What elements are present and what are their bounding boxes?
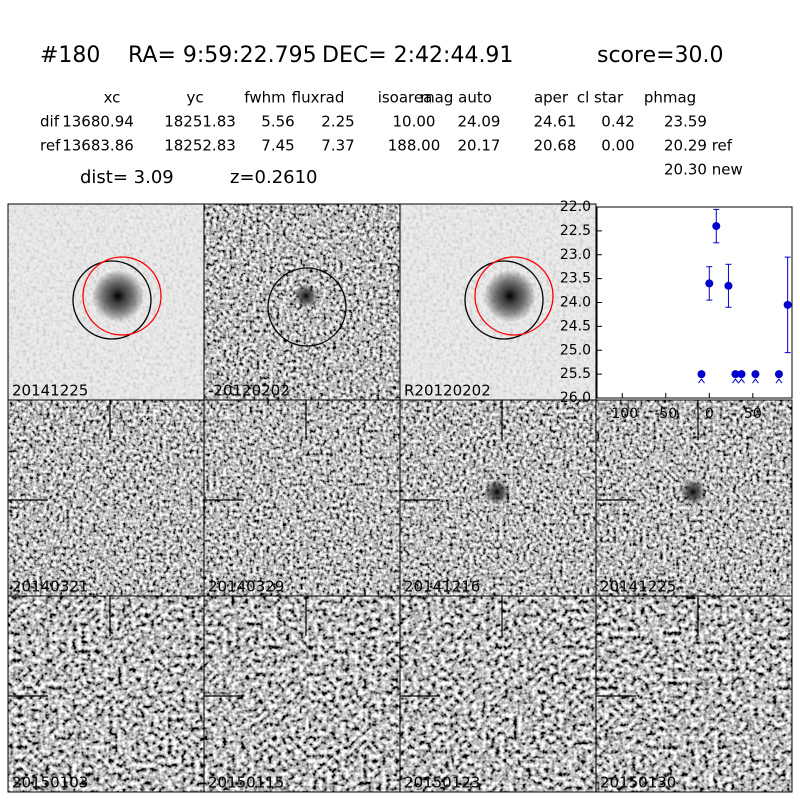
stamp-label: 20140321 — [12, 578, 88, 596]
stamp-frame — [595, 595, 793, 793]
aperture — [72, 260, 152, 340]
aperture — [464, 260, 544, 340]
x-tick-label: -50 — [654, 406, 677, 422]
col-header: cl star — [577, 89, 624, 107]
table-cell: 10.00 — [393, 113, 436, 131]
table-cell: 2.25 — [321, 113, 354, 131]
table-cell: 18252.83 — [164, 137, 236, 155]
y-tick-label: 24.5 — [560, 318, 591, 334]
plot-area — [596, 206, 793, 399]
point — [737, 370, 746, 379]
table-cell: 0.42 — [601, 113, 634, 131]
stamp-noise — [204, 400, 400, 596]
stamp-label: 20150115 — [208, 774, 284, 792]
y-tick-label: 24.0 — [560, 295, 591, 311]
limit-marker — [732, 378, 739, 384]
table-cell: 24.09 — [458, 113, 501, 131]
stamp-noise — [400, 596, 596, 792]
stamp-label: -20120202 — [208, 382, 290, 400]
col-header: aper — [534, 89, 569, 107]
col-header: fluxrad — [292, 89, 345, 107]
stamp-label: 20150130 — [600, 774, 676, 792]
table-cell: 188.00 — [388, 137, 441, 155]
y-tick-label: 22.0 — [560, 199, 591, 215]
y-tick-label: 22.5 — [560, 223, 591, 239]
point — [783, 300, 792, 309]
col-header: isoarea — [378, 89, 433, 107]
table-cell: 13683.86 — [62, 137, 134, 155]
dist: dist= 3.09 — [80, 167, 174, 188]
limit-marker — [775, 378, 783, 384]
table-cell: 0.00 — [601, 137, 634, 155]
redshift: z=0.2610 — [230, 167, 318, 188]
source-blob — [484, 479, 510, 505]
limit-marker — [698, 378, 705, 384]
col-header: yc — [186, 89, 203, 107]
y-tick-label: 25.5 — [560, 366, 591, 382]
source-blob — [484, 270, 536, 322]
point — [731, 370, 740, 379]
point — [705, 279, 714, 288]
col-header: mag auto — [420, 89, 492, 107]
table-cell: 7.37 — [321, 137, 354, 155]
table-cell: 13680.94 — [62, 113, 134, 131]
table-cell: 24.61 — [534, 113, 577, 131]
stamp-label: 20141225 — [12, 382, 88, 400]
table-cell: 20.68 — [534, 137, 577, 155]
col-header: fwhm — [244, 89, 285, 107]
table-cell: 20.17 — [458, 137, 501, 155]
source-blob — [680, 479, 706, 505]
panels: 20141225 -20120202 R20120202 20140321 201403… — [7, 203, 793, 793]
x-tick-label: 0 — [705, 406, 714, 422]
x-tick-label: -100 — [606, 406, 638, 422]
phmag-new: 20.30 new — [664, 161, 743, 179]
stamp-noise — [8, 596, 204, 792]
table-cell: 5.56 — [261, 113, 294, 131]
table-cell: 18251.83 — [164, 113, 236, 131]
stamp-noise — [596, 596, 792, 792]
y-tick-label: 23.5 — [560, 271, 591, 287]
table-cell: ref — [40, 137, 61, 155]
point — [697, 370, 706, 379]
col-header: xc — [104, 89, 121, 107]
stamp-label: R20120202 — [404, 382, 491, 400]
table-cell: 20.29 ref — [664, 137, 733, 155]
stamp-noise — [8, 400, 204, 596]
point — [774, 370, 783, 379]
source-blob — [294, 284, 318, 308]
y-tick-label: 25.0 — [560, 342, 591, 358]
dec: DEC= 2:42:44.91 — [322, 43, 513, 68]
ra: RA= 9:59:22.795 — [128, 43, 317, 68]
stamp-noise — [204, 596, 400, 792]
point — [751, 370, 760, 379]
stamp-label: 20150103 — [12, 774, 88, 792]
stamp-label: 20140329 — [208, 578, 284, 596]
lightcurve: 22.0 22.5 23.0 23.5 24.0 24.5 25.0 25.5 26.0 -100… — [560, 199, 793, 422]
table-cell: dif — [40, 113, 60, 131]
limit-marker — [752, 378, 759, 384]
source-blob — [92, 270, 144, 322]
y-tick-label: 26.0 — [560, 390, 591, 406]
stamp-label: 20150123 — [404, 774, 480, 792]
aperture — [267, 267, 347, 347]
cand-id: #180 — [40, 43, 100, 68]
limit-marker — [738, 378, 745, 384]
stamp-label: 20141225 — [600, 578, 676, 596]
score: score=30.0 — [597, 43, 724, 68]
stamp-label: 20141216 — [404, 578, 480, 596]
col-header: phmag — [644, 89, 696, 107]
aperture-ref — [82, 256, 162, 336]
table-cell: 7.45 — [261, 137, 294, 155]
aperture-ref — [474, 256, 554, 336]
point — [724, 281, 733, 290]
table-cell: 23.59 — [664, 113, 707, 131]
x-tick-label: 50 — [744, 406, 762, 422]
point — [712, 222, 721, 231]
y-tick-label: 23.0 — [560, 247, 591, 263]
